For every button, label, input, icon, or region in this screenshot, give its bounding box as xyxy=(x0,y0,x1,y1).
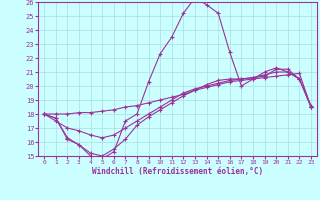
X-axis label: Windchill (Refroidissement éolien,°C): Windchill (Refroidissement éolien,°C) xyxy=(92,167,263,176)
